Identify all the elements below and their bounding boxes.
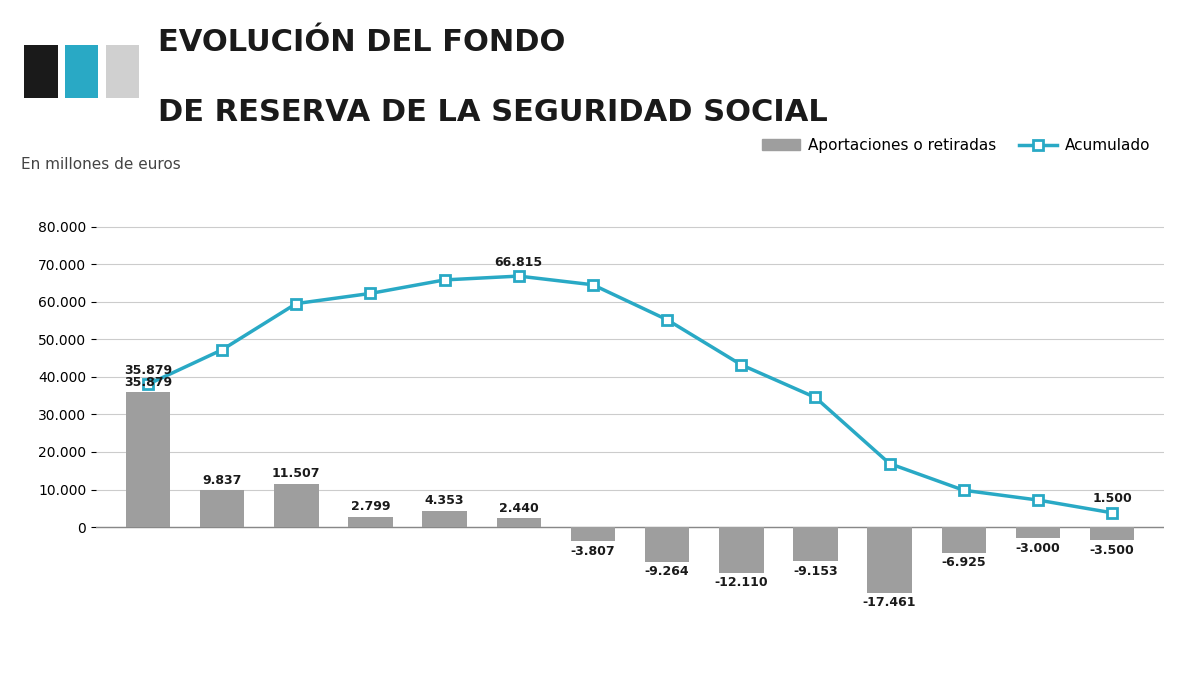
Text: -12.110: -12.110: [714, 576, 768, 589]
Text: -3.807: -3.807: [571, 545, 616, 558]
Bar: [1015, 527, 1060, 539]
Text: EVOLUCIÓN DEL FONDO: EVOLUCIÓN DEL FONDO: [158, 28, 565, 57]
Legend: Aportaciones o retiradas, Acumulado: Aportaciones o retiradas, Acumulado: [756, 132, 1157, 159]
Bar: [1090, 527, 1134, 540]
Text: -3.500: -3.500: [1090, 543, 1134, 557]
Text: En millones de euros: En millones de euros: [22, 157, 181, 171]
Bar: [126, 392, 170, 527]
Bar: [942, 527, 986, 553]
Text: 2.799: 2.799: [350, 500, 390, 513]
Bar: [497, 518, 541, 527]
Bar: [644, 527, 689, 562]
Text: 11.507: 11.507: [272, 468, 320, 481]
Text: -9.264: -9.264: [644, 565, 689, 578]
Bar: [106, 45, 139, 99]
Bar: [200, 490, 245, 527]
Text: 35.879: 35.879: [124, 376, 172, 389]
Text: 1.500: 1.500: [1092, 492, 1132, 506]
Text: -9.153: -9.153: [793, 565, 838, 578]
Bar: [274, 484, 318, 527]
Bar: [868, 527, 912, 593]
Text: 2.440: 2.440: [499, 502, 539, 514]
Text: 4.353: 4.353: [425, 494, 464, 508]
Text: 9.837: 9.837: [203, 474, 241, 487]
Text: -6.925: -6.925: [942, 556, 986, 570]
Bar: [65, 45, 98, 99]
Bar: [793, 527, 838, 562]
Text: 35.879: 35.879: [124, 364, 172, 377]
Text: -17.461: -17.461: [863, 596, 917, 609]
Bar: [348, 516, 392, 527]
Bar: [719, 527, 763, 572]
Bar: [571, 527, 616, 541]
Text: -3.000: -3.000: [1015, 542, 1061, 555]
Bar: [422, 511, 467, 527]
Bar: [24, 45, 58, 99]
Text: DE RESERVA DE LA SEGURIDAD SOCIAL: DE RESERVA DE LA SEGURIDAD SOCIAL: [158, 99, 828, 128]
Text: 66.815: 66.815: [494, 256, 542, 269]
